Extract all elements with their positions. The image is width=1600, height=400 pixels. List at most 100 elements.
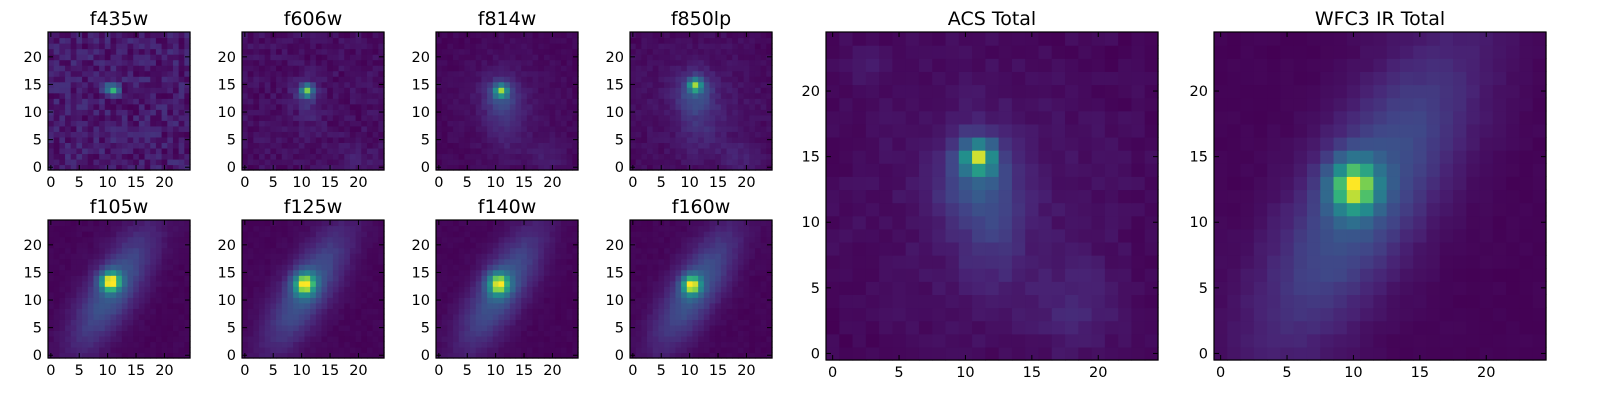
heatmap-cell xyxy=(509,125,517,132)
heatmap-cell xyxy=(242,70,249,77)
heatmap-cell xyxy=(287,103,294,110)
heatmap-cell xyxy=(543,313,551,320)
heatmap-cell xyxy=(1025,189,1040,204)
heatmap-cell xyxy=(1038,333,1053,348)
heatmap-cell xyxy=(441,98,448,105)
heatmap-cell xyxy=(48,313,55,320)
heatmap-cell xyxy=(509,109,517,116)
heatmap-cell xyxy=(664,32,671,39)
heatmap-cell xyxy=(167,136,174,143)
heatmap-cell xyxy=(958,84,973,99)
heatmap-cell xyxy=(242,225,249,232)
heatmap-cell xyxy=(361,231,368,238)
heatmap-cell xyxy=(321,98,328,105)
heatmap-cell xyxy=(178,142,185,149)
heatmap-cell xyxy=(560,81,568,88)
heatmap-cell xyxy=(110,109,117,116)
heatmap-cell xyxy=(566,153,573,160)
heatmap-cell xyxy=(681,109,688,116)
heatmap-cell xyxy=(310,114,317,121)
heatmap-cell xyxy=(344,142,351,149)
heatmap-cell xyxy=(892,84,907,99)
heatmap-cell xyxy=(839,97,854,112)
heatmap-cell xyxy=(453,352,460,359)
heatmap-cell xyxy=(760,142,767,149)
heatmap-cell xyxy=(178,341,185,348)
heatmap-cell xyxy=(526,103,534,110)
heatmap-cell xyxy=(344,164,351,171)
heatmap-cell xyxy=(998,176,1013,191)
heatmap-cell xyxy=(441,37,448,44)
heatmap-cell xyxy=(133,65,140,72)
heatmap-cell xyxy=(293,65,300,72)
heatmap-cell xyxy=(726,109,733,116)
heatmap-cell xyxy=(59,158,66,166)
heatmap-cell xyxy=(698,114,705,121)
heatmap-cell xyxy=(754,37,762,44)
heatmap-cell xyxy=(178,220,185,227)
heatmap-cell xyxy=(172,142,180,149)
heatmap-cell xyxy=(270,147,277,155)
heatmap-cell xyxy=(355,236,362,243)
heatmap-cell xyxy=(726,59,733,66)
heatmap-cell xyxy=(293,131,300,138)
heatmap-cell xyxy=(104,225,112,232)
heatmap-cell xyxy=(298,125,306,132)
heatmap-cell xyxy=(253,258,260,265)
heatmap-cell xyxy=(726,136,733,143)
heatmap-cell xyxy=(110,352,117,359)
heatmap-cell xyxy=(475,330,483,337)
heatmap-cell xyxy=(321,158,328,166)
heatmap-cell xyxy=(155,253,163,260)
heatmap-cell xyxy=(332,269,340,276)
heatmap-cell xyxy=(138,65,146,72)
heatmap-cell xyxy=(281,158,289,166)
heatmap-cell xyxy=(355,302,362,309)
heatmap-cell xyxy=(349,153,357,160)
heatmap-cell xyxy=(253,352,260,359)
heatmap-cell xyxy=(104,43,112,50)
heatmap-cell xyxy=(985,150,1000,164)
heatmap-cell xyxy=(110,346,117,354)
heatmap-cell xyxy=(447,43,454,50)
heatmap-cell xyxy=(985,32,1000,46)
heatmap-cell xyxy=(155,225,163,232)
heatmap-cell xyxy=(664,147,671,155)
heatmap-cell xyxy=(133,324,140,331)
heatmap-cell xyxy=(361,37,368,44)
heatmap-cell xyxy=(703,153,711,160)
x-tick-label: 15 xyxy=(321,363,339,379)
heatmap-cell xyxy=(526,275,534,282)
heatmap-cell xyxy=(247,164,254,171)
heatmap-cell xyxy=(515,32,522,39)
heatmap-cell xyxy=(355,319,362,326)
heatmap-cell xyxy=(116,81,123,88)
heatmap-cell xyxy=(276,76,283,83)
heatmap-cell xyxy=(555,65,562,72)
heatmap-cell xyxy=(892,241,907,256)
heatmap-cell xyxy=(65,264,72,271)
heatmap-cell xyxy=(681,136,688,143)
heatmap-cell xyxy=(70,269,77,276)
heatmap-cell xyxy=(276,37,283,44)
heatmap-cell xyxy=(504,308,511,315)
heatmap-cell xyxy=(560,136,568,143)
heatmap-cell xyxy=(161,280,168,287)
heatmap-cell xyxy=(150,236,157,243)
heatmap-cell xyxy=(293,341,300,348)
heatmap-cell xyxy=(972,71,986,86)
heatmap-cell xyxy=(487,330,494,337)
heatmap-cell xyxy=(184,65,191,72)
heatmap-cell xyxy=(82,319,89,326)
heatmap-cell xyxy=(686,131,694,138)
heatmap-cell xyxy=(65,32,72,39)
heatmap-cell xyxy=(826,123,840,138)
heatmap-cell xyxy=(709,103,716,110)
heatmap-cell xyxy=(59,114,66,121)
heatmap-cell xyxy=(133,247,140,254)
heatmap-cell xyxy=(65,103,72,110)
heatmap-cell xyxy=(532,103,539,110)
heatmap-cell xyxy=(436,153,443,160)
heatmap-cell xyxy=(287,65,294,72)
heatmap-cell xyxy=(641,109,648,116)
